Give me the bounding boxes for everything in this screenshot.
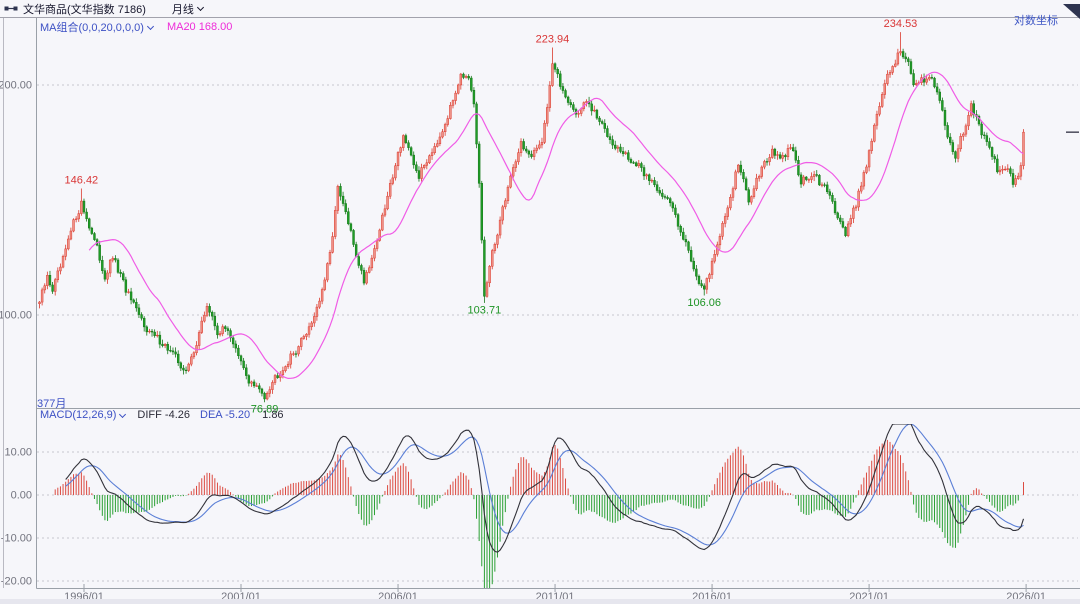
macd-y-axis-label: 10.00 (4, 447, 32, 459)
period-selector[interactable]: 月线 (172, 1, 205, 17)
price-extreme-label: 106.06 (687, 297, 721, 309)
macd-dea-line (65, 424, 1024, 546)
price-extreme-label: 103.71 (468, 304, 502, 316)
window-link-icon[interactable] (4, 4, 18, 13)
ma-indicator-selector[interactable]: MA组合(0,0,20,0,0,0) (40, 19, 155, 35)
candlestick-series (38, 32, 1025, 403)
chevron-down-icon (147, 24, 155, 31)
macd-indicator-row: MACD(12,26,9) DIFF -4.26 DEA -5.20 1.86 (40, 409, 284, 421)
log-scale-toggle[interactable]: 对数坐标 (1014, 15, 1058, 27)
macd-histogram (54, 439, 1024, 588)
price-extreme-label: 234.53 (884, 18, 918, 30)
titlebar: 文华商品(文华指数 7186) 月线 (0, 0, 1080, 18)
bar-count-label: 377月 (37, 398, 67, 410)
macd-diff-value: DIFF -4.26 (137, 409, 190, 421)
pane-divider (3, 18, 4, 588)
contract-title: 文华商品(文华指数 7186) (23, 3, 146, 16)
ma-indicator-label: MA组合(0,0,20,0,0,0) (40, 22, 144, 34)
price-extreme-label: 146.42 (65, 174, 99, 186)
macd-indicator-selector[interactable]: MACD(12,26,9) (40, 409, 127, 421)
bottom-strip (0, 599, 1080, 604)
chevron-down-icon (197, 5, 205, 12)
y-axis-label: 200.00 (0, 80, 32, 92)
price-extreme-label: 223.94 (536, 33, 570, 45)
macd-diff-line (65, 424, 1025, 553)
ma-indicator-row: MA组合(0,0,20,0,0,0) MA20 168.00 (40, 19, 232, 35)
macd-dea-value: DEA -5.20 (200, 409, 251, 421)
macd-y-axis-label: 0.00 (11, 490, 32, 502)
pane-borders (36, 18, 1080, 592)
macd-hist-value: 1.86 (262, 409, 284, 421)
price-extreme-labels: 146.42 76.89 103.71 223.94 106.06 234.53 (65, 18, 918, 416)
period-label: 月线 (171, 3, 194, 16)
corner-fold-icon (1063, 4, 1080, 19)
y-axis-label: 100.00 (0, 310, 32, 322)
ma20-line (88, 71, 1024, 380)
macd-y-axis-label: -10.00 (1, 533, 32, 545)
price-extreme-label: 76.89 (251, 404, 279, 416)
chevron-down-icon (119, 412, 127, 419)
macd-y-axis-label: -20.00 (1, 576, 32, 588)
macd-indicator-label: MACD(12,26,9) (40, 409, 117, 421)
ma20-value-label: MA20 168.00 (166, 21, 233, 33)
